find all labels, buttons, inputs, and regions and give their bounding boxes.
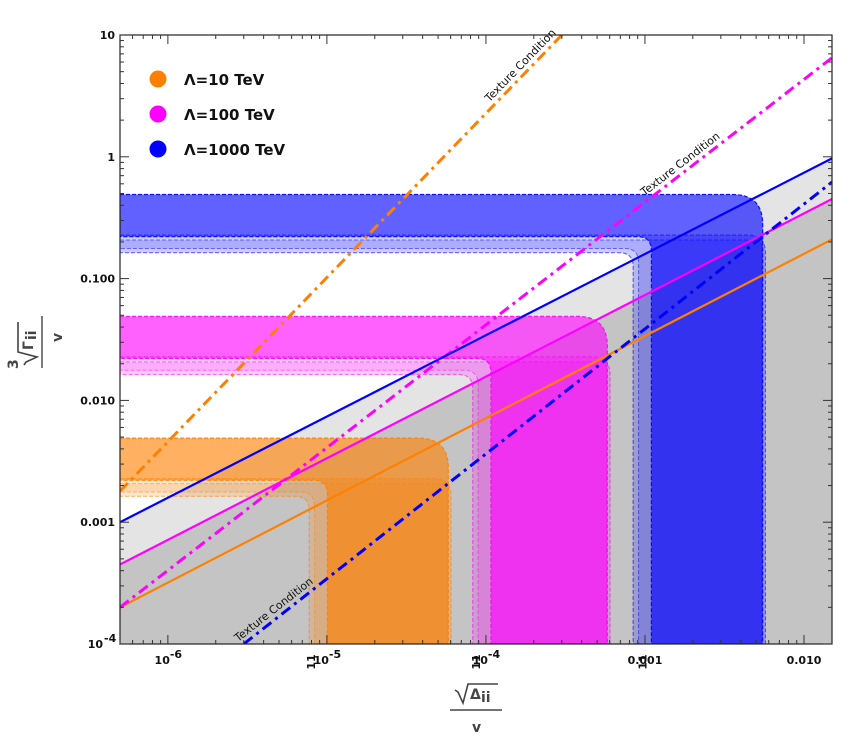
- x-axis-radical-sign: [454, 683, 498, 706]
- legend: Λ=10 TeV Λ=100 TeV Λ=1000 TeV: [149, 70, 286, 159]
- x-tick-label-exponent: -4: [488, 648, 501, 661]
- legend-label: Λ=100 TeV: [184, 106, 275, 124]
- legend-marker: [149, 105, 167, 123]
- y-axis-denominator: v: [50, 333, 66, 342]
- x-tick-label: 10: [314, 654, 330, 667]
- x-axis-radicand: Δ: [470, 687, 481, 703]
- y-tick-label: 0.100: [80, 273, 115, 286]
- y-axis-subscript: ii: [24, 330, 40, 340]
- y-axis-radical-sign: [17, 322, 40, 366]
- y-tick-label-exponent: -4: [104, 632, 117, 645]
- texture-line-3: [242, 180, 832, 644]
- texture-line-1: [120, 35, 563, 493]
- ticks-layer: [119, 34, 832, 645]
- solid-line-2: [120, 198, 832, 566]
- y-axis-root-index: 3: [6, 359, 22, 369]
- x-tick-label: 10: [473, 654, 489, 667]
- tick-labels-layer: 10 -6 10 -5 10 -4 0.001 0.0101010.1000.0100.001…: [80, 29, 822, 670]
- x-tick-label: 10: [155, 654, 171, 667]
- x-tick-label-exponent: -5: [329, 648, 341, 661]
- legend-marker: [149, 140, 167, 158]
- legend-entry: Λ=10 TeV: [149, 70, 265, 89]
- legend-entry: Λ=100 TeV: [149, 105, 275, 124]
- y-tick-label: 0.010: [80, 394, 115, 407]
- legend-label: Λ=1000 TeV: [184, 141, 286, 159]
- legend-entry: Λ=1000 TeV: [149, 140, 286, 159]
- stray-tick-label: 11: [305, 654, 318, 669]
- x-axis-subscript: ii: [481, 690, 491, 706]
- y-axis-title: 3 Γ ii v: [6, 316, 66, 369]
- legend-label: Λ=10 TeV: [184, 71, 265, 89]
- plot-frame: [119, 34, 833, 645]
- band-core: [120, 437, 449, 644]
- stray-tick-label: 11: [636, 654, 649, 669]
- y-tick-label: 10: [88, 638, 104, 651]
- legend-marker: [149, 70, 167, 88]
- lines-layer: [120, 35, 832, 644]
- band-core: [120, 315, 608, 644]
- x-axis-denominator: v: [472, 720, 481, 736]
- y-tick-label: 0.001: [80, 516, 115, 529]
- texture-line-2: [120, 56, 832, 609]
- x-tick-label-exponent: -6: [170, 648, 183, 661]
- solid-line-1: [120, 238, 832, 609]
- x-tick-label: 0.010: [787, 654, 822, 667]
- y-tick-label: 1: [107, 151, 115, 164]
- x-axis-title: Δ ii v: [450, 683, 502, 736]
- bands-layer: [120, 193, 767, 644]
- band-core: [120, 193, 764, 644]
- y-tick-label: 10: [100, 29, 116, 42]
- y-axis-radicand: Γ: [21, 341, 37, 350]
- band-2: [120, 315, 611, 644]
- solid-line-3: [120, 157, 832, 524]
- x-tick-label: 0.001: [628, 654, 663, 667]
- band-1: [120, 437, 452, 644]
- stray-tick-label: 11: [470, 654, 483, 669]
